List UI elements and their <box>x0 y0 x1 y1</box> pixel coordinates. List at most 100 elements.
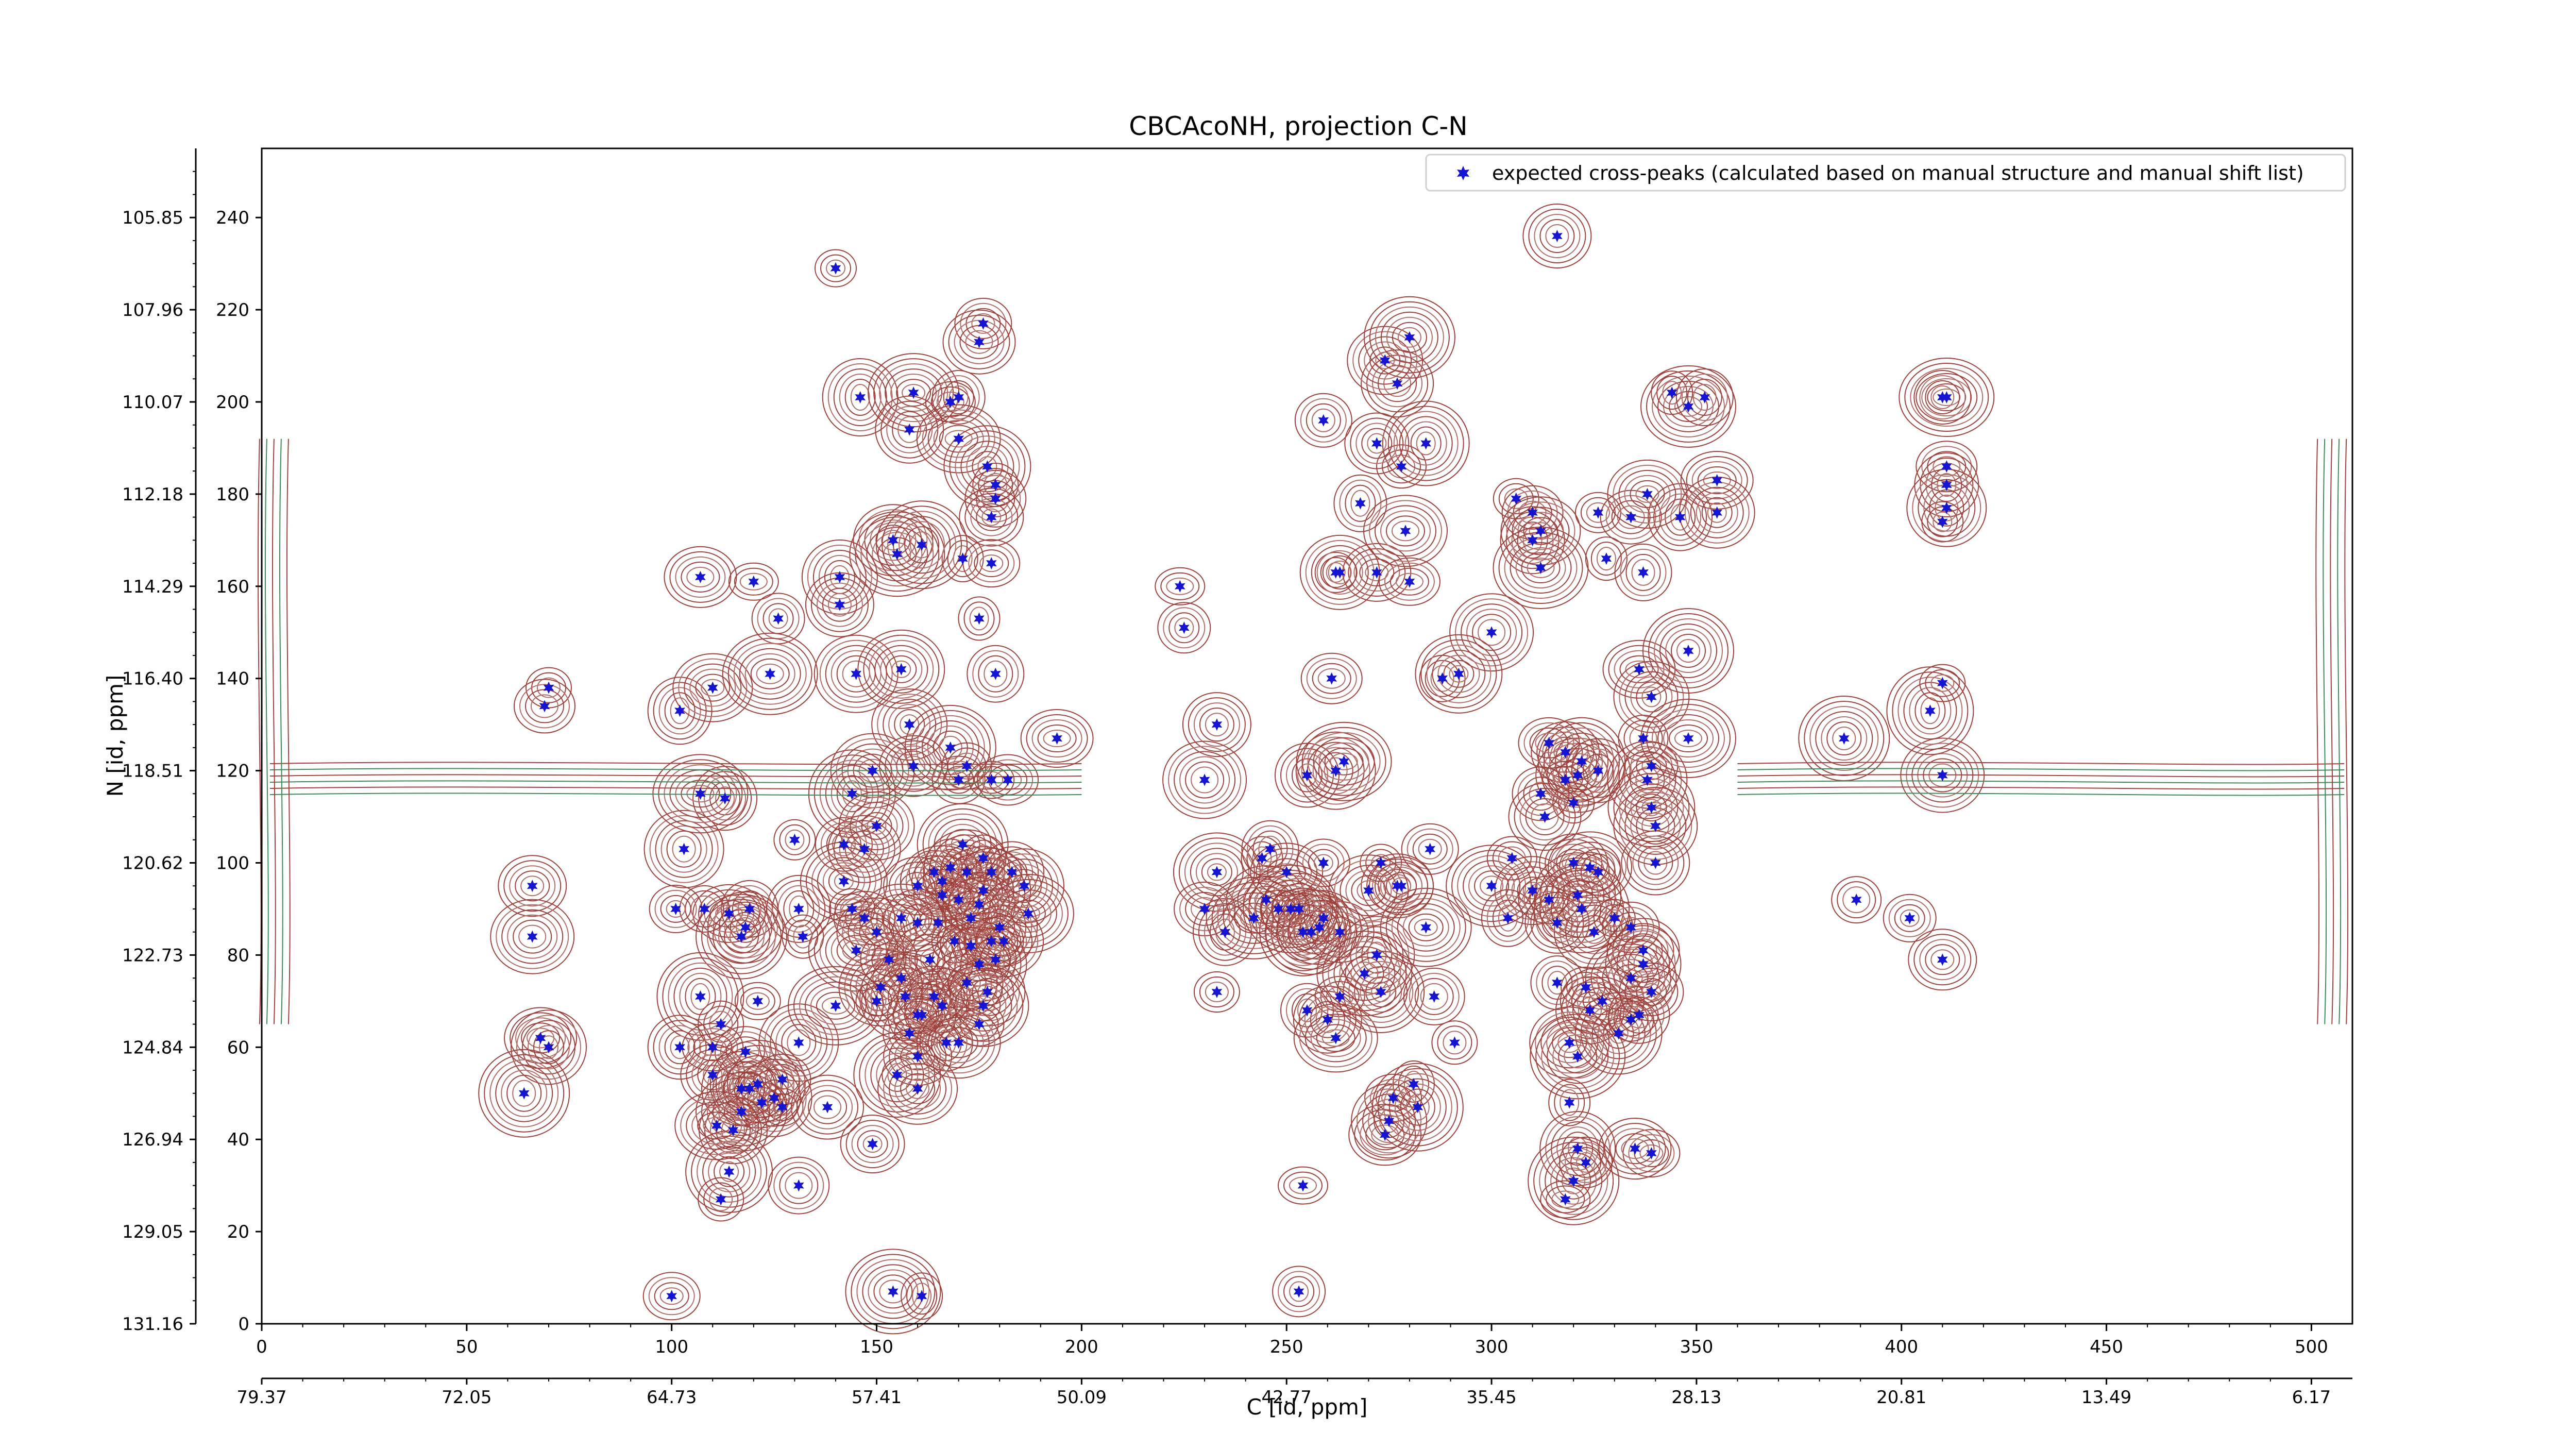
peak-contour <box>972 463 1019 507</box>
x-tick-label: 250 <box>1270 1337 1303 1357</box>
legend-marker <box>1456 166 1470 180</box>
edge-contour <box>286 439 291 1024</box>
peak-contour <box>1481 889 1535 947</box>
cross-peak-marker <box>752 1077 764 1090</box>
peak-contour <box>1199 707 1234 742</box>
peak-contour <box>773 819 816 861</box>
peak-contour <box>1168 612 1200 644</box>
peak-contour <box>820 822 867 867</box>
peak-contour <box>773 1161 824 1209</box>
edge-contour <box>264 439 269 1024</box>
cross-peak-marker <box>1293 902 1304 915</box>
peak-contour <box>1919 664 1966 702</box>
cross-peak-marker <box>793 1036 804 1049</box>
y-ppm-tick-label: 118.51 <box>122 761 183 782</box>
cross-peak-marker <box>838 875 850 888</box>
cross-peak-marker <box>1375 856 1386 869</box>
peak-contour <box>1674 730 1702 747</box>
peak-contour <box>917 803 1009 886</box>
peak-contour <box>871 942 907 977</box>
cross-peak-marker <box>1396 880 1407 892</box>
peak-contour <box>948 314 1010 369</box>
cross-peak-marker <box>1646 690 1657 703</box>
peak-contour <box>1691 461 1742 499</box>
peak-contour <box>1362 1093 1416 1149</box>
peak-contour <box>836 775 868 813</box>
cross-peak-marker <box>838 838 850 851</box>
peak-contour <box>514 679 575 734</box>
peak-contour <box>1676 639 1700 663</box>
peak-contour <box>916 1006 1001 1079</box>
peak-contour <box>1492 899 1523 937</box>
peak-contour <box>1449 593 1534 672</box>
peak-contour <box>1937 473 1957 497</box>
cross-peak-marker <box>527 930 538 943</box>
peak-contour <box>709 1039 806 1128</box>
peak-contour <box>672 835 696 863</box>
peak-contour <box>1636 681 1667 713</box>
peak-contour <box>927 414 990 463</box>
cross-peak-marker <box>986 866 997 879</box>
peak-contour <box>1243 864 1339 953</box>
peak-contour <box>961 906 981 930</box>
cross-peak-marker <box>1674 511 1686 524</box>
peak-contour <box>953 545 973 572</box>
peak-contour <box>1697 466 1737 494</box>
peak-contour <box>1531 803 1559 830</box>
peak-contour <box>1307 732 1381 791</box>
peak-contour <box>1392 520 1419 542</box>
peak-contour <box>1540 1180 1591 1219</box>
peak-contour <box>1618 928 1669 973</box>
peak-contour <box>1534 864 1630 953</box>
peak-contour <box>892 411 927 448</box>
peak-contour <box>1310 1001 1345 1038</box>
cross-peak-marker <box>1564 1036 1575 1049</box>
peak-contour <box>855 806 898 845</box>
peak-contour <box>1646 704 1731 773</box>
cross-peak-marker <box>998 935 1009 948</box>
peak-contour <box>1636 978 1667 1006</box>
peak-contour <box>1455 598 1529 667</box>
cross-peak-marker <box>1330 566 1342 579</box>
cross-peak-marker <box>1634 663 1645 676</box>
cross-peak-marker <box>937 999 948 1012</box>
cross-peak-marker <box>1412 1101 1423 1114</box>
peak-contour <box>954 980 1012 1032</box>
cross-peak-marker <box>1211 986 1223 998</box>
peak-contour <box>703 1182 739 1217</box>
cross-peak-marker <box>1338 755 1349 768</box>
peak-contour <box>942 929 967 953</box>
peak-contour <box>1815 711 1873 766</box>
peak-contour <box>986 925 1022 957</box>
peak-contour <box>811 852 876 911</box>
y-tick-label: 80 <box>227 945 249 966</box>
edge-contour <box>2337 439 2342 1024</box>
peak-contour <box>1191 897 1219 921</box>
peak-contour <box>1696 492 1738 533</box>
peak-contour <box>1548 736 1583 768</box>
peak-contour <box>670 697 690 724</box>
peak-contour <box>881 530 905 551</box>
peak-contour <box>1921 501 1964 543</box>
peak-contour <box>1654 618 1723 683</box>
peak-contour <box>1555 732 1609 790</box>
cross-peak-marker <box>990 667 1001 680</box>
peak-contour <box>664 1030 696 1065</box>
peak-contour <box>1383 370 1412 397</box>
peak-contour <box>922 1012 995 1074</box>
cross-peak-marker <box>888 1285 899 1298</box>
peak-contour <box>1205 982 1229 1002</box>
peak-contour <box>720 1031 771 1073</box>
cross-peak-marker <box>527 880 538 892</box>
cross-peak-marker <box>1379 1128 1391 1141</box>
peak-contour <box>1930 385 1955 409</box>
cross-peak-marker <box>740 921 751 934</box>
peak-contour <box>1472 614 1512 651</box>
peak-contour <box>802 1085 853 1130</box>
cross-peak-marker <box>994 921 1005 934</box>
peak-contour <box>1842 886 1871 914</box>
cross-peak-marker <box>928 990 940 1003</box>
peak-contour <box>714 1156 745 1187</box>
peak-contour <box>1553 836 1626 899</box>
